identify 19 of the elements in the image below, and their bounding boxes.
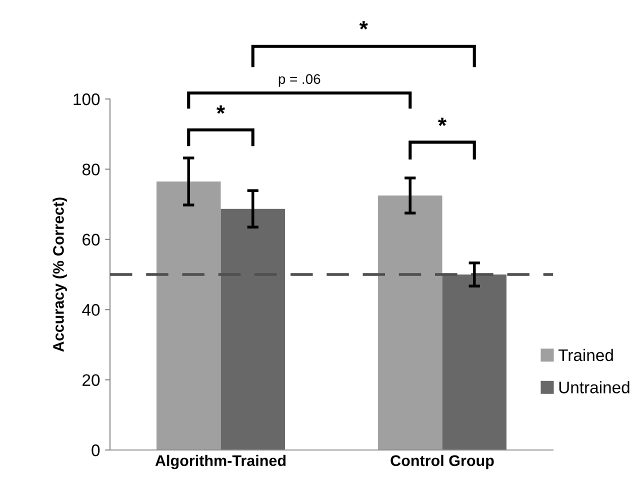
bar [220, 208, 285, 450]
legend-label: Untrained [559, 381, 630, 394]
text: p = .06 [278, 74, 320, 87]
y-tick-label: 80 [82, 164, 100, 176]
y-tick-label: 40 [82, 304, 100, 316]
annotation: * [438, 118, 447, 126]
x-tick-label: Algorithm-Trained [155, 454, 286, 470]
x-tick-label: Control Group [390, 454, 494, 470]
y-tick-label: 20 [82, 374, 100, 386]
text: * [359, 21, 368, 30]
annotation: * [216, 105, 226, 114]
y-axis-title: Accuracy (% Correct) [52, 198, 67, 352]
y-tick-label: 0 [92, 444, 100, 456]
y-tick-label: 60 [82, 234, 100, 246]
bar [156, 181, 221, 450]
bar [442, 274, 506, 450]
legend-label: Trained [558, 348, 613, 362]
bar [378, 196, 442, 450]
y-tick-label: 100 [74, 93, 100, 106]
